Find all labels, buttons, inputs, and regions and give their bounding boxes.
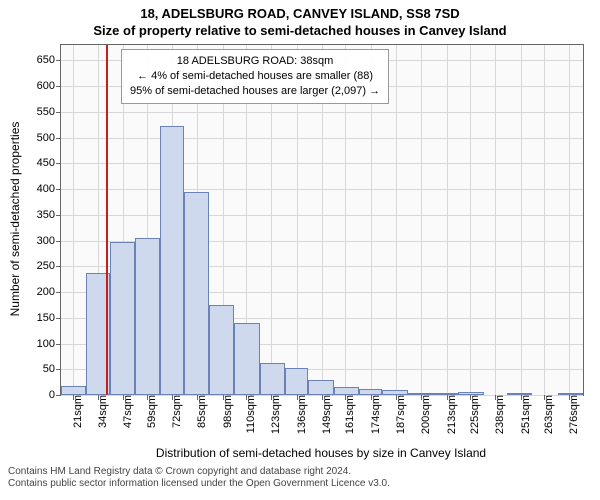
infobox-line3: 95% of semi-detached houses are larger (… — [130, 84, 380, 99]
xtick-label: 276sqm — [566, 395, 580, 434]
ytick-label: 600 — [37, 80, 61, 92]
xtick-label: 110sqm — [243, 395, 257, 433]
gridline-v — [421, 45, 422, 395]
subtitle: Size of property relative to semi-detach… — [0, 21, 600, 38]
xtick-label: 149sqm — [319, 395, 333, 434]
property-marker-line — [106, 45, 108, 395]
histogram-bar — [408, 393, 433, 395]
ytick-label: 350 — [37, 209, 61, 221]
histogram-bar — [110, 242, 135, 395]
gridline-v — [521, 45, 522, 395]
xtick-label: 59sqm — [144, 395, 158, 428]
histogram-bar — [507, 393, 532, 395]
ytick-label: 650 — [37, 54, 61, 66]
histogram-bar — [260, 363, 285, 395]
y-axis-label: Number of semi-detached properties — [8, 122, 22, 317]
histogram-bar — [308, 380, 333, 395]
histogram-bar — [334, 387, 359, 395]
histogram-bar — [458, 392, 483, 395]
gridline-v — [495, 45, 496, 395]
gridline-v — [569, 45, 570, 395]
histogram-bar — [160, 126, 183, 395]
infobox-line1: 18 ADELSBURG ROAD: 38sqm — [130, 54, 380, 69]
infobox-line2: ← 4% of semi-detached houses are smaller… — [130, 69, 380, 84]
attribution-footer: Contains HM Land Registry data © Crown c… — [8, 466, 390, 490]
histogram-bar — [285, 368, 308, 395]
ytick-label: 200 — [37, 286, 61, 298]
ytick-label: 50 — [43, 363, 61, 375]
histogram-bar — [184, 192, 209, 395]
histogram-bar — [135, 238, 160, 395]
histogram-bar — [433, 393, 458, 395]
ytick-label: 450 — [37, 157, 61, 169]
gridline-v — [447, 45, 448, 395]
gridline-v — [396, 45, 397, 395]
histogram-bar — [61, 386, 86, 395]
gridline-v — [470, 45, 471, 395]
xtick-label: 98sqm — [220, 395, 234, 428]
xtick-label: 34sqm — [95, 395, 109, 428]
xtick-label: 213sqm — [444, 395, 458, 434]
ytick-label: 100 — [37, 338, 61, 350]
histogram-bar — [209, 305, 234, 395]
xtick-label: 161sqm — [342, 395, 356, 434]
xtick-label: 225sqm — [467, 395, 481, 434]
property-infobox: 18 ADELSBURG ROAD: 38sqm← 4% of semi-det… — [121, 49, 389, 104]
xtick-label: 238sqm — [492, 395, 506, 434]
xtick-label: 263sqm — [541, 395, 555, 434]
ytick-label: 300 — [37, 235, 61, 247]
ytick-label: 400 — [37, 183, 61, 195]
xtick-label: 47sqm — [120, 395, 134, 428]
histogram-bar — [558, 393, 583, 395]
footer-line-1: Contains HM Land Registry data © Crown c… — [8, 466, 390, 478]
xtick-label: 187sqm — [393, 395, 407, 434]
x-axis-label: Distribution of semi-detached houses by … — [156, 446, 486, 460]
ytick-label: 500 — [37, 132, 61, 144]
gridline-v — [73, 45, 74, 395]
chart-container: 18, ADELSBURG ROAD, CANVEY ISLAND, SS8 7… — [0, 0, 600, 500]
ytick-label: 0 — [49, 389, 61, 401]
xtick-label: 251sqm — [518, 395, 532, 434]
histogram-bar — [359, 389, 382, 395]
address-title: 18, ADELSBURG ROAD, CANVEY ISLAND, SS8 7… — [0, 0, 600, 21]
plot-area: 0501001502002503003504004505005506006502… — [60, 44, 584, 396]
gridline-v — [544, 45, 545, 395]
xtick-label: 123sqm — [268, 395, 282, 434]
xtick-label: 85sqm — [194, 395, 208, 428]
xtick-label: 200sqm — [418, 395, 432, 434]
xtick-label: 72sqm — [169, 395, 183, 428]
ytick-label: 250 — [37, 260, 61, 272]
ytick-label: 550 — [37, 106, 61, 118]
xtick-label: 21sqm — [70, 395, 84, 428]
histogram-bar — [234, 323, 259, 395]
footer-line-2: Contains public sector information licen… — [8, 478, 390, 490]
xtick-label: 174sqm — [368, 395, 382, 434]
ytick-label: 150 — [37, 312, 61, 324]
xtick-label: 136sqm — [294, 395, 308, 434]
histogram-bar — [382, 390, 407, 395]
